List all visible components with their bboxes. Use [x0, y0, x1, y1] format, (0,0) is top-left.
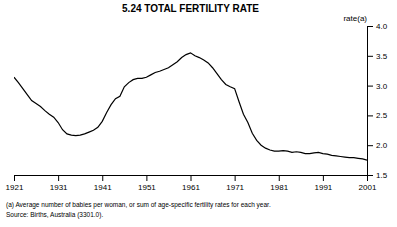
tick-label: 1.5 — [376, 171, 388, 180]
chart: 1921 1931 1941 1951 1961 1971 1981 1991 2001 1.5 2… — [0, 0, 397, 227]
tick-label: 1951 — [138, 183, 156, 192]
tick-label: 2.0 — [376, 141, 388, 150]
tick-label: 3.0 — [376, 82, 388, 91]
tick: 1961 — [182, 175, 200, 192]
tick-label: 1991 — [314, 183, 332, 192]
tick: 1971 — [226, 175, 244, 192]
note: Source: Births, Australia (3301.0). — [6, 211, 103, 219]
tick-mark — [146, 175, 147, 181]
tick: 2001 — [359, 175, 377, 192]
line — [14, 53, 367, 160]
axis-line — [368, 27, 374, 176]
tick-label: 1971 — [226, 183, 244, 192]
tick-mark — [58, 175, 59, 181]
tick-mark — [367, 175, 373, 176]
tick: 3.5 — [367, 52, 388, 61]
tick: 1921 — [6, 175, 24, 192]
tick-label: 1941 — [94, 183, 112, 192]
tick-mark — [235, 175, 236, 181]
plot: 1921 1931 1941 1951 1961 1971 1981 1991 2001 1.5 2… — [6, 22, 388, 192]
tick-mark — [367, 86, 373, 87]
tick-label: 2.5 — [376, 111, 388, 120]
tick: 4.0 — [367, 22, 388, 31]
tick: 1981 — [270, 175, 288, 192]
tick-label: 1921 — [6, 183, 24, 192]
tick: 1941 — [94, 175, 112, 192]
tick-label: 1961 — [182, 183, 200, 192]
tick: 2.0 — [367, 141, 388, 150]
tick-label: 2001 — [359, 183, 377, 192]
tick-mark — [367, 26, 373, 27]
x-axis: 1921 1931 1941 1951 1961 1971 1981 1991 2001 — [6, 175, 377, 192]
tick: 2.5 — [367, 111, 388, 120]
tick: 1.5 — [367, 171, 388, 180]
tick: 1991 — [314, 175, 332, 192]
tick-mark — [367, 145, 373, 146]
note: (a) Average number of babies per woman, … — [6, 201, 271, 209]
tick: 3.0 — [367, 82, 388, 91]
tick-label: 1981 — [270, 183, 288, 192]
y-axis: 1.5 2.0 2.5 3.0 3.5 4.0 — [367, 22, 388, 180]
axis-line — [15, 176, 368, 182]
title: 5.24 TOTAL FERTILITY RATE — [122, 3, 259, 14]
tick-label: 3.5 — [376, 52, 388, 61]
tick-mark — [367, 115, 373, 116]
tick-mark — [102, 175, 103, 181]
tick: 1931 — [50, 175, 68, 192]
tick-label: 4.0 — [376, 22, 388, 31]
tick-mark — [279, 175, 280, 181]
tick-mark — [14, 175, 15, 181]
tick: 1951 — [138, 175, 156, 192]
tick-mark — [367, 56, 373, 57]
tick-label: 1931 — [50, 183, 68, 192]
marks — [14, 53, 367, 160]
tick-mark — [323, 175, 324, 181]
y-label: rate(a) — [343, 14, 367, 23]
tick-mark — [191, 175, 192, 181]
